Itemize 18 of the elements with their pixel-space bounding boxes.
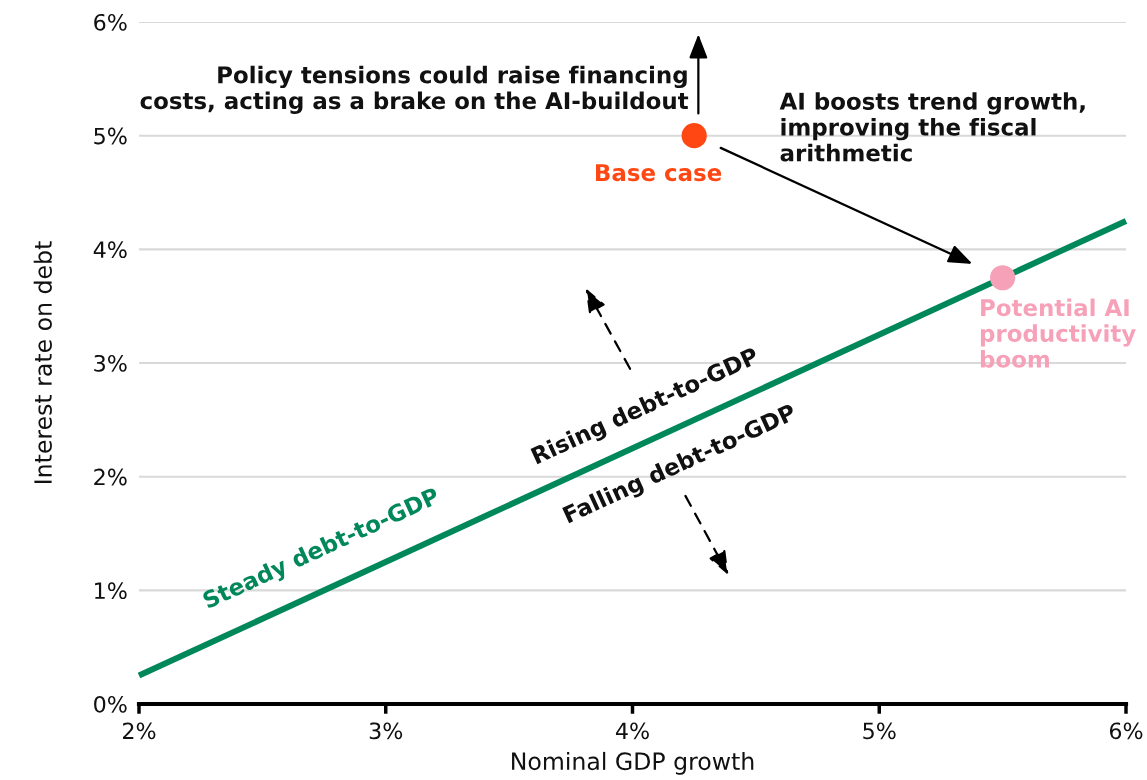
y-axis-title: Interest rate on debt xyxy=(33,241,52,483)
x-tick-label: 2% xyxy=(123,722,156,740)
y-tick-label: 3% xyxy=(94,354,127,372)
series-label: Potential AI productivity boom xyxy=(980,298,1136,368)
x-tick-label: 4% xyxy=(615,722,649,740)
series-label: Base case xyxy=(596,164,722,182)
y-tick-label: 4% xyxy=(93,241,127,259)
annotation: AI boosts trend growth, improving the fiscal arithmetic xyxy=(779,92,1085,162)
y-tick-label: 6% xyxy=(94,13,127,31)
x-axis-title: Nominal GDP growth xyxy=(512,751,754,775)
y-tick-label: 5% xyxy=(94,127,127,145)
x-tick-label: 5% xyxy=(863,722,896,740)
y-tick-label: 2% xyxy=(94,468,127,486)
y-tick-label: 1% xyxy=(95,582,127,600)
y-tick-label: 0% xyxy=(94,695,127,713)
x-tick-label: 6% xyxy=(1109,722,1143,740)
x-tick-label: 3% xyxy=(369,722,403,740)
annotation: Policy tensions could raise financing costs, acting as a brake on the AI-buildout xyxy=(140,65,689,114)
